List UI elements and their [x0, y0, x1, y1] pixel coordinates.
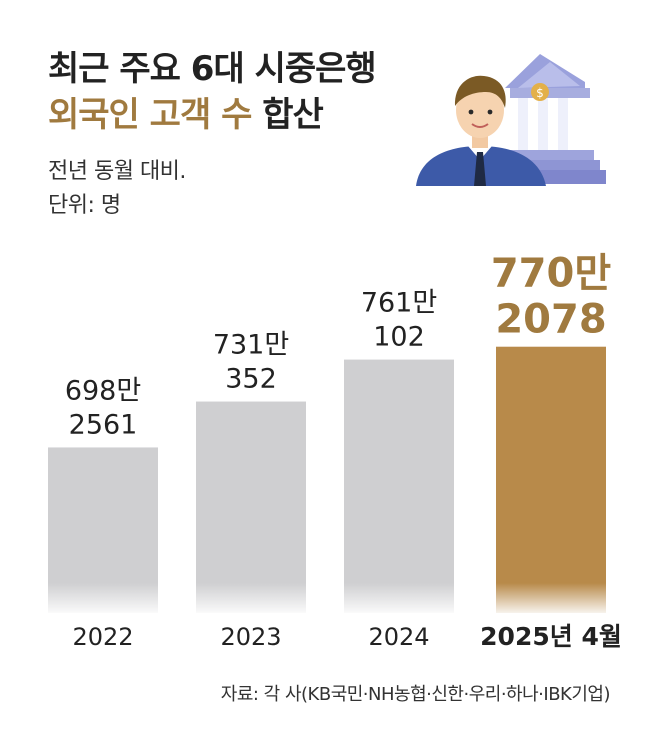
value-label-0-1: 2561 — [69, 409, 138, 440]
illustration: $ — [416, 54, 606, 186]
subtitle-unit: 단위: 명 — [48, 193, 121, 218]
x-tick-label-2: 2024 — [368, 623, 429, 651]
value-label-2-1: 102 — [373, 322, 425, 353]
chart-title: 최근 주요 6대 시중은행 외국인 고객 수 합산 — [48, 46, 377, 138]
title-rest: 합산 — [262, 95, 324, 135]
value-label-3-0: 770만 — [491, 251, 611, 297]
value-label-0-0: 698만 — [65, 375, 141, 406]
x-tick-label-3: 2025년 4월 — [480, 622, 622, 651]
bar-1 — [196, 401, 306, 613]
value-label-1-0: 731만 — [213, 330, 289, 361]
subtitle-comparison: 전년 동월 대비. — [48, 159, 186, 184]
bar-3 — [496, 346, 606, 613]
person-icon — [416, 75, 546, 186]
coin-icon: $ — [531, 83, 549, 101]
title-line2: 외국인 고객 수 합산 — [48, 92, 376, 138]
svg-text:$: $ — [536, 86, 544, 100]
bar-2 — [344, 359, 454, 613]
value-label-3-1: 2078 — [495, 297, 606, 343]
x-tick-label-0: 2022 — [72, 623, 133, 651]
x-tick-label-1: 2023 — [220, 623, 281, 651]
bars — [48, 346, 606, 613]
value-label-1-1: 352 — [225, 364, 277, 395]
title-line1: 최근 주요 6대 시중은행 — [48, 49, 377, 89]
title-accent: 외국인 고객 수 — [48, 95, 252, 135]
baseline-fade — [40, 583, 620, 613]
source-note: 자료: 각 사(KB국민·NH농협·신한·우리·하나·IBK기업) — [220, 684, 611, 705]
value-label-2-0: 761만 — [361, 288, 437, 319]
chart-subtitle: 전년 동월 대비. 단위: 명 — [48, 155, 186, 223]
x-axis-tick-labels: 2022 2023 2024 2025년 4월 — [72, 622, 621, 651]
